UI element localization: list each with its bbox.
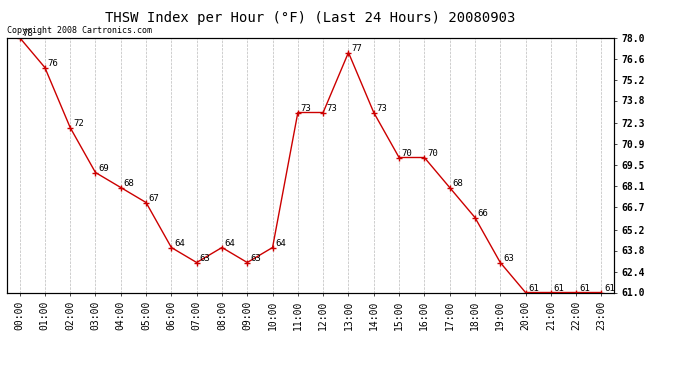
Text: 73: 73 bbox=[326, 104, 337, 113]
Text: 63: 63 bbox=[503, 254, 514, 263]
Text: 77: 77 bbox=[351, 44, 362, 53]
Text: 70: 70 bbox=[402, 149, 413, 158]
Text: 76: 76 bbox=[48, 59, 59, 68]
Text: 68: 68 bbox=[453, 179, 463, 188]
Text: 64: 64 bbox=[275, 239, 286, 248]
Text: 73: 73 bbox=[301, 104, 311, 113]
Text: THSW Index per Hour (°F) (Last 24 Hours) 20080903: THSW Index per Hour (°F) (Last 24 Hours)… bbox=[106, 11, 515, 25]
Text: 63: 63 bbox=[199, 254, 210, 263]
Text: 70: 70 bbox=[427, 149, 438, 158]
Text: 61: 61 bbox=[579, 284, 590, 293]
Text: 68: 68 bbox=[124, 179, 135, 188]
Text: Copyright 2008 Cartronics.com: Copyright 2008 Cartronics.com bbox=[7, 26, 152, 35]
Text: 69: 69 bbox=[98, 164, 109, 173]
Text: 63: 63 bbox=[250, 254, 261, 263]
Text: 72: 72 bbox=[73, 119, 83, 128]
Text: 61: 61 bbox=[529, 284, 539, 293]
Text: 64: 64 bbox=[225, 239, 235, 248]
Text: 67: 67 bbox=[149, 194, 159, 203]
Text: 64: 64 bbox=[174, 239, 185, 248]
Text: 61: 61 bbox=[604, 284, 615, 293]
Text: 61: 61 bbox=[553, 284, 564, 293]
Text: 66: 66 bbox=[477, 209, 489, 218]
Text: 73: 73 bbox=[377, 104, 387, 113]
Text: 78: 78 bbox=[22, 29, 33, 38]
